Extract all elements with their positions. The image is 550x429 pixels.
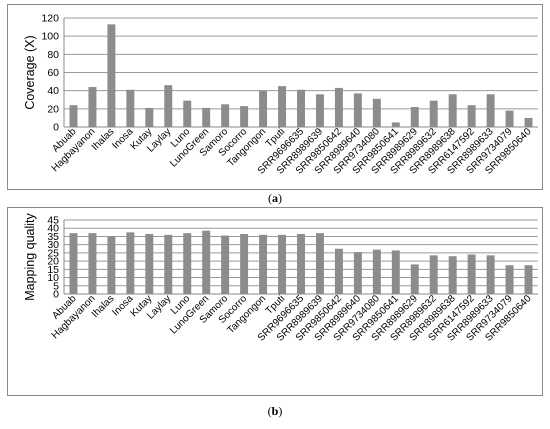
bar [259, 90, 268, 127]
bar [202, 107, 211, 127]
bar [524, 117, 533, 127]
bar [297, 233, 305, 294]
y-tick-label: 35 [47, 231, 59, 243]
bar [202, 230, 211, 294]
bar [221, 235, 230, 294]
bar [429, 100, 438, 127]
bar [69, 105, 78, 127]
y-tick-label: 0 [53, 122, 59, 134]
y-tick-label: 25 [47, 247, 59, 259]
bar [448, 256, 457, 294]
bar [297, 89, 305, 127]
bar [353, 93, 362, 127]
bar [240, 233, 249, 294]
bar [410, 107, 419, 127]
y-axis-label: Mapping quality [23, 212, 37, 300]
bar [486, 255, 495, 294]
bar [467, 254, 476, 294]
bar [524, 265, 533, 294]
y-tick-label: 30 [47, 239, 59, 251]
bar [448, 94, 457, 127]
y-tick-label: 5 [53, 280, 59, 292]
y-tick-label: 40 [47, 223, 59, 235]
y-tick-label: 0 [53, 289, 59, 301]
bar [278, 86, 287, 127]
bar [372, 98, 381, 127]
bar [372, 249, 381, 294]
bar [334, 248, 343, 294]
bar [334, 87, 343, 127]
bar [88, 233, 97, 294]
bar [353, 252, 362, 294]
caption-a: (a) [268, 191, 282, 205]
bar [145, 107, 154, 127]
bar [429, 255, 438, 294]
bar [126, 232, 135, 294]
bar [315, 233, 324, 294]
y-tick-label: 40 [47, 85, 59, 97]
bar [486, 94, 495, 127]
bar [505, 265, 514, 294]
y-tick-label: 15 [47, 264, 59, 276]
bar [107, 24, 116, 127]
y-tick-label: 10 [47, 272, 59, 284]
bar [221, 104, 230, 127]
bar [259, 234, 268, 294]
bar [126, 89, 135, 127]
x-tick-label: Ihalas [90, 126, 117, 153]
y-tick-label: 20 [47, 256, 59, 268]
y-tick-label: 80 [47, 49, 59, 61]
y-tick-label: 100 [41, 31, 59, 43]
bar [278, 234, 287, 294]
bar [391, 250, 400, 294]
bar [164, 85, 173, 127]
caption-b: (b) [267, 404, 283, 418]
bar [69, 233, 78, 294]
bar [315, 94, 324, 127]
bar [410, 264, 419, 294]
bar [505, 110, 514, 127]
chart-panel-a: 0 20 40 60 80 100 120 Coverage (X) Abuab Hagbayan… [7, 4, 543, 190]
bar [467, 105, 476, 127]
bar [240, 106, 249, 127]
chart-panel-b: 0 5 10 15 20 25 30 35 40 45 Mapping quality Abuab Ha… [7, 207, 543, 396]
y-axis-label: Coverage (X) [23, 35, 37, 109]
bar [107, 236, 116, 294]
bar [183, 233, 192, 294]
x-tick-label: Ihalas [90, 293, 117, 320]
y-tick-label: 45 [47, 215, 59, 227]
y-tick-label: 20 [47, 103, 59, 115]
bar [183, 100, 192, 127]
y-tick-label: 120 [41, 13, 59, 25]
bar [164, 234, 173, 294]
y-tick-label: 60 [47, 67, 59, 79]
bar [391, 122, 400, 127]
bar [145, 233, 154, 294]
bar [88, 87, 97, 127]
